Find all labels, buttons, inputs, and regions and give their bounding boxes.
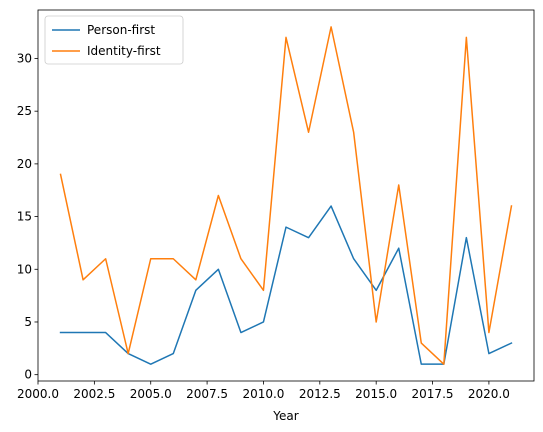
y-tick-label: 20 (17, 157, 32, 171)
x-tick-label: 2012.5 (299, 387, 341, 401)
x-tick-label: 2002.5 (73, 387, 115, 401)
x-tick-label: 2020.0 (468, 387, 510, 401)
y-tick-label: 30 (17, 51, 32, 65)
legend: Person-first Identity-first (44, 15, 184, 65)
x-tick-label: 2015.0 (355, 387, 397, 401)
y-tick-label: 5 (24, 315, 32, 329)
legend-label: Person-first (87, 23, 155, 37)
y-tick-label: 0 (24, 368, 32, 382)
plot-area (38, 10, 534, 381)
y-axis: 0 5 10 15 20 25 30 (17, 51, 38, 382)
x-tick-label: 2010.0 (242, 387, 284, 401)
y-tick-label: 10 (17, 262, 32, 276)
series-layer (59, 26, 513, 365)
x-axis: 2000.0 2002.5 2005.0 2007.5 2010.0 2012.5 2015… (17, 381, 510, 401)
y-tick-label: 15 (17, 210, 32, 224)
series-line-1 (59, 205, 513, 365)
legend-frame (44, 15, 184, 65)
x-tick-label: 2017.5 (412, 387, 454, 401)
series-line-2 (59, 26, 513, 365)
x-tick-label: 2005.0 (130, 387, 172, 401)
x-tick-label: 2000.0 (17, 387, 59, 401)
plot-frame (37, 9, 535, 382)
x-axis-label: Year (272, 409, 298, 423)
y-tick-label: 25 (17, 104, 32, 118)
legend-label: Identity-first (87, 44, 161, 58)
x-tick-label: 2007.5 (186, 387, 228, 401)
